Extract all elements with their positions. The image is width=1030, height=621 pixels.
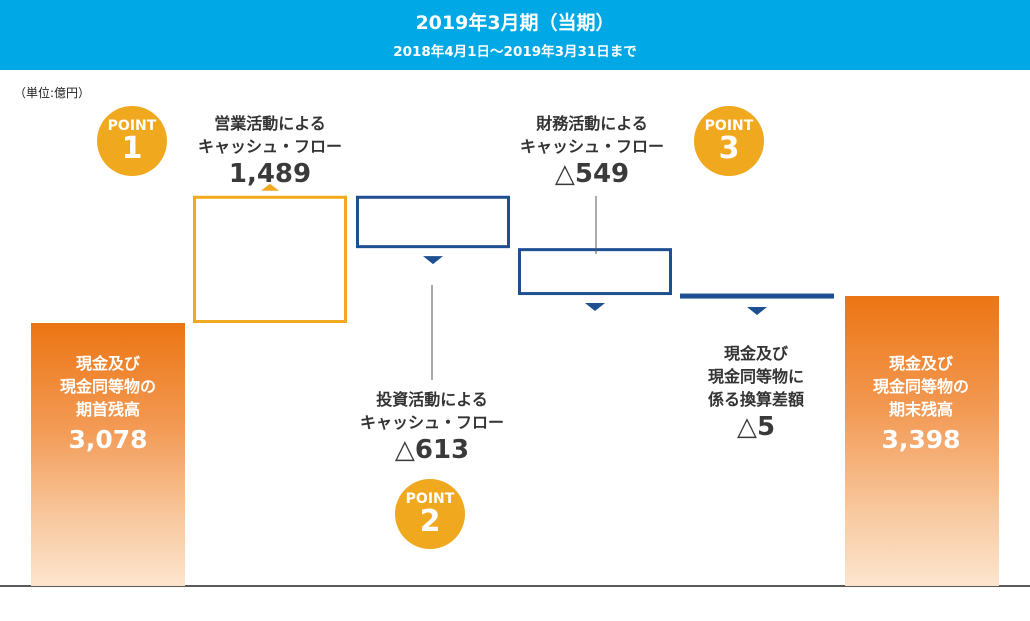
financing-cf-label: 財務活動による キャッシュ・フロー △549 xyxy=(482,112,702,190)
beginning-label-line-3: 期首残高 xyxy=(75,400,140,419)
point-badge-2-word: POINT xyxy=(405,491,455,507)
beginning-label-line-2: 現金同等物の xyxy=(59,377,156,396)
header-banner: 2019年3月期（当期） 2018年4月1日～2019年3月31日まで xyxy=(0,0,1030,70)
ending-label-line-2: 現金同等物の xyxy=(872,377,969,396)
point-badge-1: POINT 1 xyxy=(97,106,167,176)
operating-label-line-2: キャッシュ・フロー xyxy=(197,137,342,156)
investing-label-line-2: キャッシュ・フロー xyxy=(359,413,504,432)
financing-label-line-1: 財務活動による xyxy=(536,114,648,133)
point-badge-1-word: POINT xyxy=(107,118,157,134)
point-badge-3: POINT 3 xyxy=(694,106,764,176)
operating-cf-value: 1,489 xyxy=(228,159,312,189)
fx-label-line-1: 現金及び xyxy=(723,344,788,363)
bar-investing xyxy=(356,195,510,249)
point-badge-2-number: 2 xyxy=(419,504,441,539)
financing-label-line-2: キャッシュ・フロー xyxy=(519,137,664,156)
investing-label-line-1: 投資活動による xyxy=(376,390,488,409)
point-badge-3-number: 3 xyxy=(718,131,740,166)
financing-cf-value: △549 xyxy=(554,159,630,189)
fx-label-line-2: 現金同等物に xyxy=(707,367,804,386)
beginning-balance-label: 現金及び 現金同等物の 期首残高 3,078 xyxy=(31,352,185,459)
bar-fx xyxy=(680,293,834,299)
point-badge-2: POINT 2 xyxy=(395,479,465,549)
bar-financing xyxy=(518,248,672,296)
bar-ending-balance xyxy=(845,295,999,586)
arrow-operating xyxy=(261,183,279,191)
ending-balance-label: 現金及び 現金同等物の 期末残高 3,398 xyxy=(845,352,997,459)
fx-effect-value: △5 xyxy=(736,412,776,442)
fx-label-line-3: 係る換算差額 xyxy=(707,390,804,409)
point-badge-1-number: 1 xyxy=(121,131,143,166)
arrow-financing xyxy=(585,303,605,312)
beginning-balance-value: 3,078 xyxy=(68,425,148,454)
ending-label-line-1: 現金及び xyxy=(888,354,953,373)
fx-effect-label: 現金及び 現金同等物に 係る換算差額 △5 xyxy=(656,342,856,443)
arrow-fx xyxy=(747,307,767,316)
ending-label-line-3: 期末残高 xyxy=(888,400,953,419)
investing-cf-value: △613 xyxy=(394,435,470,465)
operating-cf-label: 営業活動による キャッシュ・フロー 1,489 xyxy=(160,112,380,190)
period-range: 2018年4月1日～2019年3月31日まで xyxy=(393,44,637,60)
ending-balance-value: 3,398 xyxy=(881,425,961,454)
bar-beginning-balance xyxy=(31,323,185,586)
beginning-label-line-1: 現金及び xyxy=(75,354,140,373)
bar-operating xyxy=(193,195,347,323)
period-title: 2019年3月期（当期） xyxy=(415,12,615,34)
arrow-investing xyxy=(423,256,443,265)
operating-label-line-1: 営業活動による xyxy=(214,114,326,133)
unit-label: （単位:億円） xyxy=(14,86,91,100)
point-badge-3-word: POINT xyxy=(704,118,754,134)
investing-cf-label: 投資活動による キャッシュ・フロー △613 xyxy=(322,388,542,466)
